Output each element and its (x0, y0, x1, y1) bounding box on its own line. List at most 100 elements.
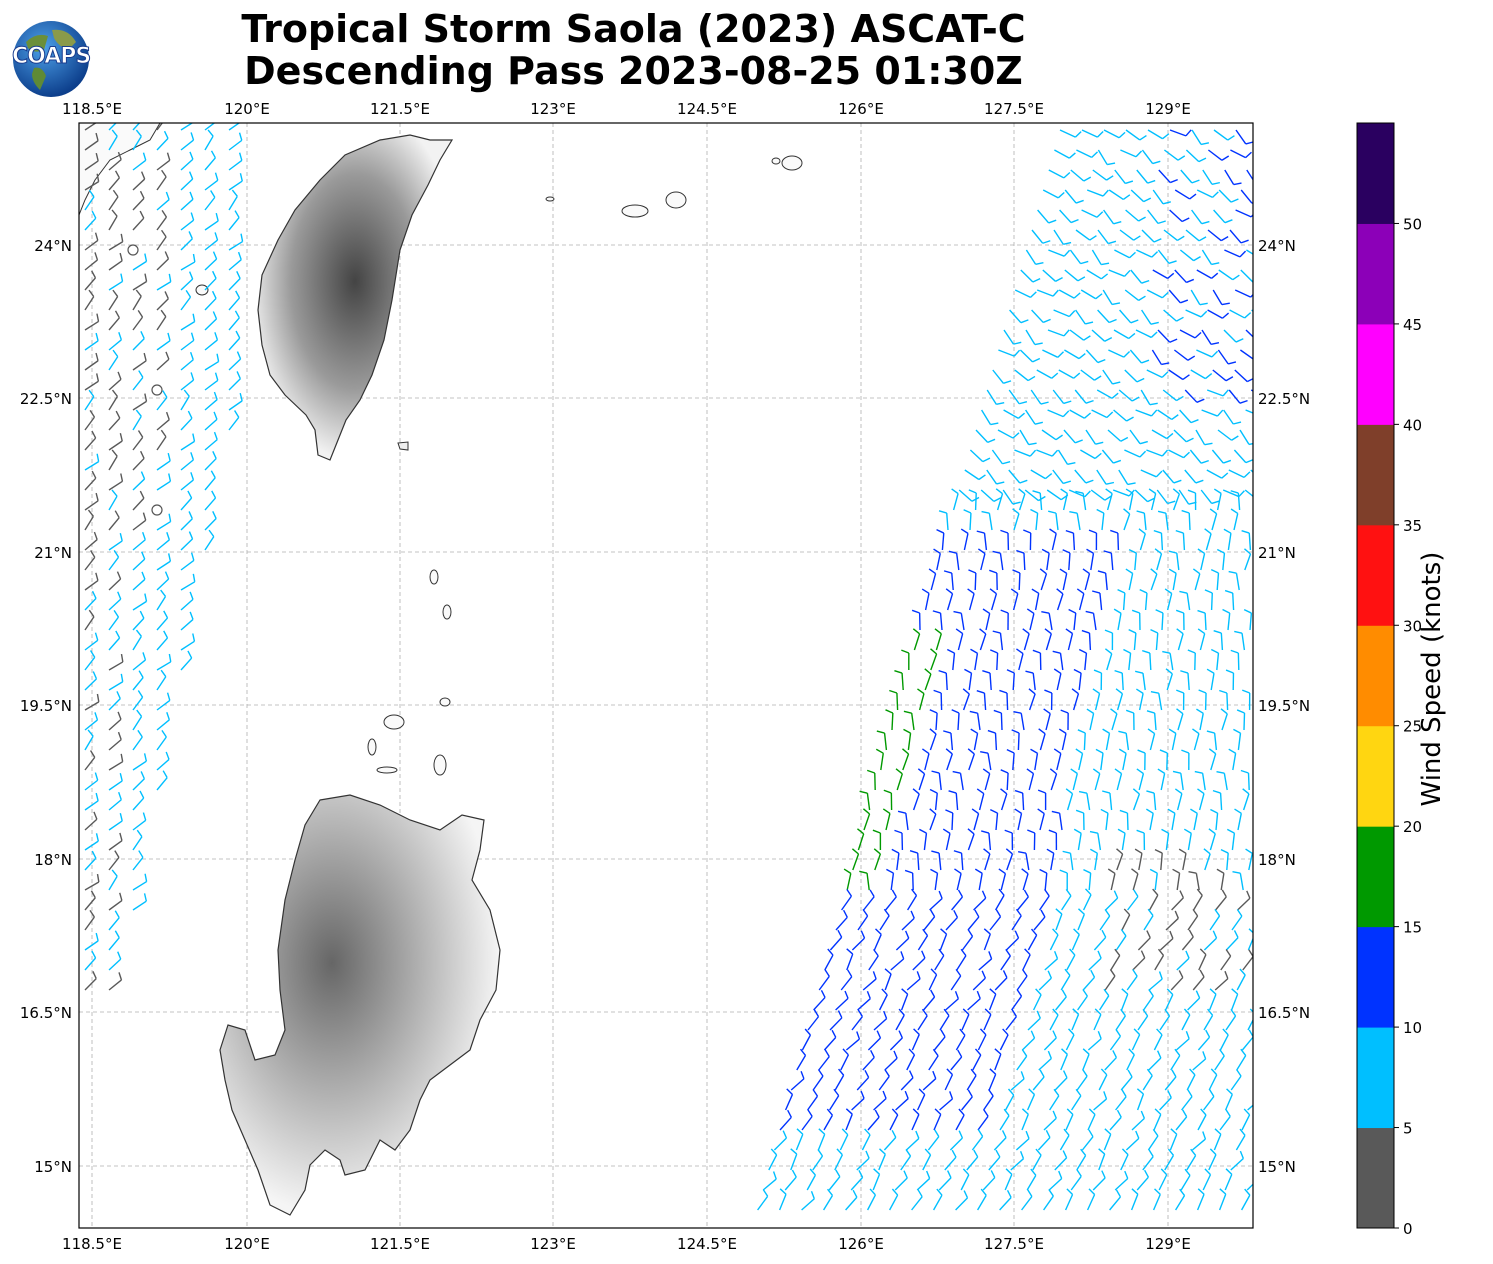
wind-barb (1026, 608, 1035, 631)
wind-barb (1180, 1168, 1191, 1191)
colorbar-segment (1357, 223, 1394, 325)
calm-marker (127, 244, 139, 256)
wind-barb (960, 1168, 970, 1191)
wind-barb (953, 850, 964, 871)
wind-barb (1019, 349, 1041, 363)
wind-barb (1010, 1071, 1025, 1091)
wind-barb (883, 1129, 897, 1151)
wind-barb (1215, 889, 1227, 911)
wind-barb (1081, 1129, 1094, 1151)
wind-barb (1082, 969, 1096, 991)
lat-tick-label: 24°N (1258, 237, 1296, 255)
lon-tick-label: 129°E (1145, 100, 1191, 118)
wind-barb (1038, 970, 1052, 991)
wind-barb (132, 610, 145, 631)
wind-barb (1219, 689, 1229, 711)
wind-barb (1010, 1150, 1025, 1171)
lat-tick-label: 21°N (1258, 544, 1296, 562)
wind-barb (988, 1068, 997, 1091)
wind-barb (1037, 808, 1045, 831)
wind-barb (1219, 1109, 1231, 1131)
wind-barb (1137, 749, 1146, 771)
colorbar-tick-label: 40 (1403, 416, 1422, 434)
wind-barb (1250, 469, 1253, 474)
wind-barb (84, 373, 100, 391)
wind-barb (132, 450, 145, 471)
wind-barb (967, 990, 981, 1011)
wind-barb (1065, 628, 1074, 651)
wind-barb (132, 551, 146, 571)
wind-barb (228, 233, 244, 251)
wind-barb (204, 510, 217, 531)
wind-barb (1031, 229, 1051, 244)
wind-barb (1015, 1130, 1030, 1151)
wind-barb (906, 971, 921, 991)
wind-barb (1178, 848, 1187, 871)
wind-barb (1131, 868, 1139, 891)
wind-barb (1003, 409, 1026, 419)
wind-barb (1201, 249, 1220, 266)
wind-barb (784, 1169, 797, 1191)
wind-barb (856, 1150, 870, 1171)
wind-barb (1030, 389, 1049, 405)
wind-barb (1114, 768, 1123, 791)
wind-barb (1101, 449, 1122, 464)
wind-barb (1036, 449, 1059, 457)
wind-barb (1117, 589, 1126, 611)
wind-barb (1142, 1149, 1154, 1171)
lon-tick-label: 126°E (838, 100, 884, 118)
wind-barb (204, 212, 219, 231)
wind-barb (1128, 548, 1137, 571)
wind-barb (1230, 1150, 1244, 1171)
wind-barb (1136, 768, 1145, 791)
wind-barb (84, 632, 99, 651)
babuyan-island-2 (367, 738, 377, 756)
wind-barb (1104, 1050, 1118, 1071)
wind-barb (1181, 929, 1194, 951)
wind-barb (204, 372, 219, 391)
wind-barb (1010, 588, 1019, 611)
wind-barb (1042, 269, 1063, 282)
wind-barb (108, 433, 123, 451)
wind-barb (1164, 1069, 1177, 1091)
wind-barb (1037, 1130, 1051, 1151)
wind-barb (1243, 548, 1252, 571)
wind-barb (84, 430, 97, 451)
wind-barb (1085, 610, 1097, 631)
wind-barb (1225, 669, 1235, 691)
title-line-2: Descending Pass 2023-08-25 01:30Z (244, 49, 1023, 93)
wind-barb (180, 351, 194, 371)
wind-barb (108, 892, 123, 911)
wind-barb (84, 833, 99, 851)
wind-barb (1047, 409, 1070, 418)
wind-barb (973, 890, 987, 911)
wind-barb (1000, 529, 1010, 551)
wind-barb (1110, 708, 1118, 731)
wind-barb (983, 848, 991, 871)
wind-barb (834, 1148, 844, 1171)
wind-barb (132, 190, 145, 211)
wind-barb (1153, 529, 1164, 551)
wind-barb (132, 893, 148, 911)
colorbar-tick-label: 20 (1403, 818, 1422, 836)
wind-barb (1055, 908, 1063, 931)
wind-barb (976, 690, 987, 711)
wind-barb (84, 932, 99, 951)
wind-barb (1246, 169, 1253, 181)
wind-barb (1139, 588, 1148, 611)
wind-barb (1119, 809, 1129, 831)
wind-barb (1134, 489, 1156, 503)
wind-barb (1049, 768, 1058, 791)
wind-barb (1155, 609, 1164, 631)
wind-barb (868, 948, 879, 971)
wind-barb (1116, 848, 1124, 871)
wind-barb (1076, 588, 1085, 611)
wind-barb (922, 1070, 937, 1091)
wind-barb (1107, 868, 1116, 891)
wind-barb (1076, 1148, 1087, 1171)
wind-barb (1197, 1029, 1211, 1051)
wind-barb (1054, 1150, 1068, 1171)
wind-barb (84, 332, 99, 351)
wind-barb (1117, 828, 1126, 851)
wind-barb (961, 1008, 970, 1031)
